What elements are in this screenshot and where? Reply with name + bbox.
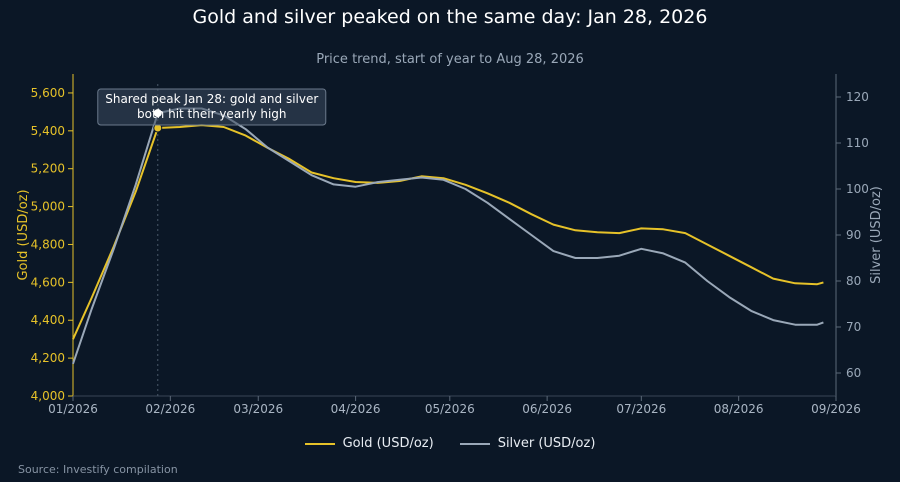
axes-layer: 4,000 4,200 4,400 4,600 4,800 5,000 5,200 5,400… — [16, 74, 884, 416]
x-tick-label: 01/2026 — [48, 402, 98, 416]
y-left-tick-label: 4,000 — [31, 389, 65, 403]
legend-swatch-silver — [459, 442, 490, 445]
y-right-tick-label: 110 — [846, 136, 869, 150]
legend: Gold (USD/oz) Silver (USD/oz) — [0, 436, 900, 451]
chart-subtitle: Price trend, start of year to Aug 28, 20… — [316, 52, 584, 67]
y-right-tick-label: 120 — [846, 90, 869, 104]
y-left-tick-label: 4,800 — [31, 237, 65, 251]
x-tick-label: 02/2026 — [145, 402, 195, 416]
y-left-tick-label: 4,400 — [31, 313, 65, 327]
y-right-tick-label: 100 — [846, 182, 869, 196]
legend-label-gold: Gold (USD/oz) — [342, 436, 434, 451]
x-tick-label: 09/2026 — [811, 402, 861, 416]
x-tick-label: 08/2026 — [714, 402, 764, 416]
y-left-tick-label: 5,600 — [31, 86, 65, 100]
y-left-tick-label: 5,400 — [31, 124, 65, 138]
x-tick-label: 04/2026 — [331, 402, 381, 416]
silver-peak-point-top — [153, 109, 162, 118]
x-tick-label: 05/2026 — [425, 402, 475, 416]
legend-item-gold[interactable]: Gold (USD/oz) — [304, 436, 434, 451]
x-tick-label: 06/2026 — [522, 402, 572, 416]
y-right-tick-label: 80 — [846, 274, 861, 288]
y-right-tick-label: 70 — [846, 320, 861, 334]
y-left-tick-label: 4,200 — [31, 351, 65, 365]
chart-title: Gold and silver peaked on the same day: … — [192, 6, 708, 28]
legend-item-silver[interactable]: Silver (USD/oz) — [459, 436, 596, 451]
x-tick-label: 07/2026 — [616, 402, 666, 416]
y-right-tick-label: 60 — [846, 366, 861, 380]
gold-series-line — [72, 124, 824, 340]
annotation-layer: Shared peak Jan 28: gold and silverboth … — [97, 84, 327, 396]
legend-label-silver: Silver (USD/oz) — [497, 436, 596, 451]
y-right-tick-label: 90 — [846, 228, 861, 242]
annotation-box — [97, 88, 327, 126]
series-layer — [72, 107, 824, 365]
y-right-axis-title: Silver (USD/oz) — [869, 186, 884, 284]
annotation-text-line2: both hit their yearly high — [137, 107, 287, 121]
annotation-text-line1: Shared peak Jan 28: gold and silver — [105, 92, 318, 106]
x-tick-label: 03/2026 — [233, 402, 283, 416]
source-note: Source: Investify compilation — [18, 463, 178, 476]
y-left-tick-label: 5,200 — [31, 162, 65, 176]
y-left-axis-title: Gold (USD/oz) — [16, 189, 31, 280]
silver-series-line — [72, 107, 824, 365]
y-left-tick-label: 4,600 — [31, 275, 65, 289]
legend-swatch-gold — [304, 442, 335, 445]
y-left-tick-label: 5,000 — [31, 200, 65, 214]
